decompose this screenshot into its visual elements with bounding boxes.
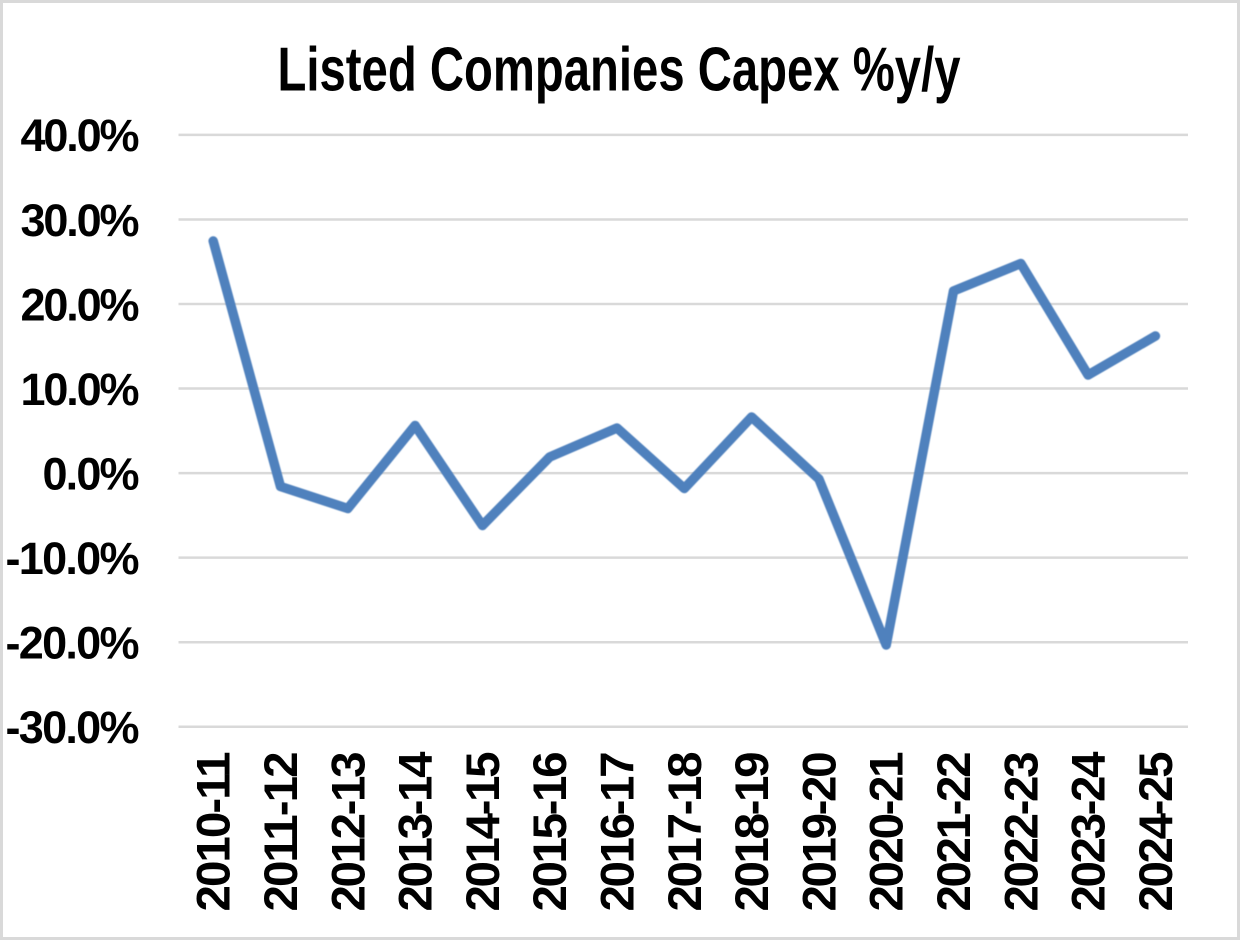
svg-text:20.0%: 20.0% [21,279,140,330]
svg-text:2021-22: 2021-22 [928,752,981,912]
svg-text:-10.0%: -10.0% [6,533,140,584]
svg-text:10.0%: 10.0% [21,364,140,415]
svg-text:2012-13: 2012-13 [322,752,375,912]
svg-text:2013-14: 2013-14 [390,751,443,912]
svg-text:2016-17: 2016-17 [592,752,645,912]
svg-text:-20.0%: -20.0% [6,618,140,669]
svg-text:2017-18: 2017-18 [659,752,712,912]
svg-text:2014-15: 2014-15 [457,752,510,912]
svg-text:2011-12: 2011-12 [255,752,308,912]
svg-text:30.0%: 30.0% [21,195,140,246]
svg-text:2019-20: 2019-20 [793,752,846,912]
svg-text:2020-21: 2020-21 [861,752,914,912]
svg-text:40.0%: 40.0% [21,110,140,161]
svg-text:-30.0%: -30.0% [6,702,140,753]
svg-text:2023-24: 2023-24 [1063,751,1116,912]
svg-text:2024-25: 2024-25 [1130,752,1183,912]
svg-text:Listed Companies Capex %y/y: Listed Companies Capex %y/y [278,36,961,105]
svg-text:0.0%: 0.0% [43,448,140,499]
svg-text:2018-19: 2018-19 [726,752,779,912]
svg-text:2010-11: 2010-11 [188,752,241,912]
svg-text:2022-23: 2022-23 [995,752,1048,912]
svg-text:2015-16: 2015-16 [524,752,577,912]
